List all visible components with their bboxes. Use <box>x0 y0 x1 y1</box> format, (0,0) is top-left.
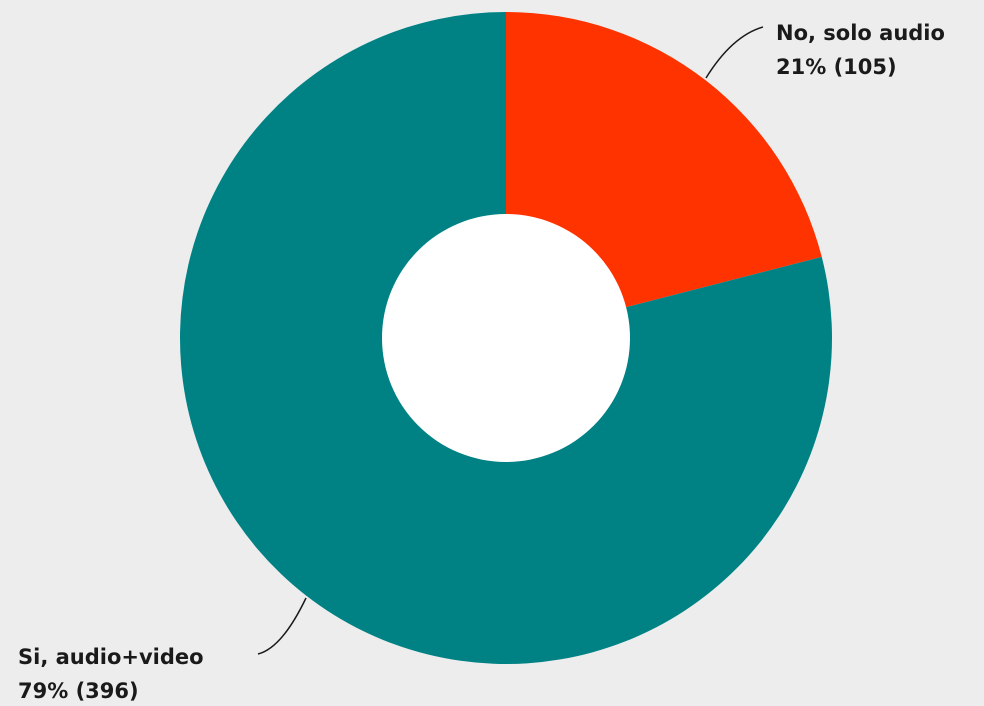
leader-line-si-audio-video <box>257 597 307 655</box>
value-si-audio-video: 79% (396) <box>18 679 139 703</box>
label-no-solo-audio: No, solo audio <box>776 21 945 45</box>
donut-hole <box>382 214 630 462</box>
value-no-solo-audio: 21% (105) <box>776 55 897 79</box>
label-si-audio-video: Si, audio+video <box>18 645 204 669</box>
leader-line-no-solo-audio <box>705 26 764 79</box>
